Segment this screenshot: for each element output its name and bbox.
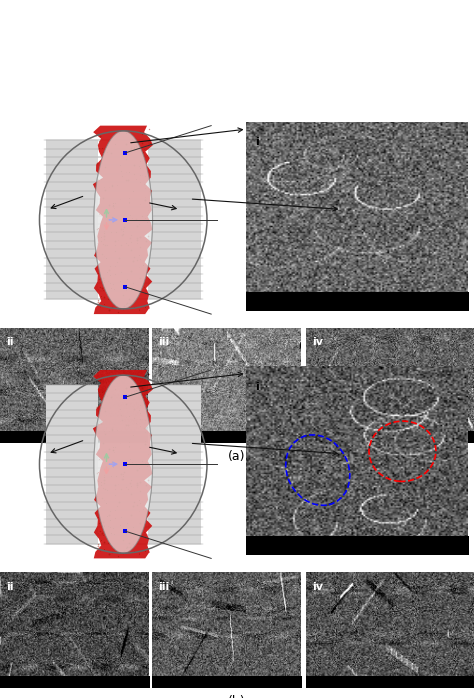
Polygon shape <box>148 385 201 544</box>
Text: iii: iii <box>158 337 169 348</box>
Text: iii: iii <box>158 581 169 592</box>
Ellipse shape <box>94 131 153 309</box>
Ellipse shape <box>94 131 153 309</box>
Text: (b): (b) <box>228 695 246 698</box>
Text: ii: ii <box>6 337 13 348</box>
Polygon shape <box>46 385 98 544</box>
Text: ii: ii <box>6 581 13 592</box>
Ellipse shape <box>94 376 153 553</box>
Polygon shape <box>93 370 153 558</box>
Text: i: i <box>255 382 259 392</box>
Polygon shape <box>46 140 98 299</box>
Text: (a): (a) <box>228 450 246 463</box>
Polygon shape <box>93 126 153 314</box>
Text: iv: iv <box>312 337 323 348</box>
Text: i: i <box>255 138 259 147</box>
Polygon shape <box>148 140 201 299</box>
Text: iv: iv <box>312 581 323 592</box>
Ellipse shape <box>94 376 153 553</box>
